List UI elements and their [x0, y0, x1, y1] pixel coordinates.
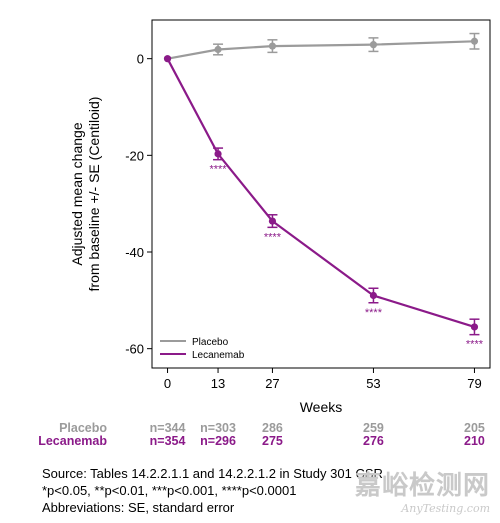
data-point [369, 41, 378, 49]
y-axis: 0 -20 -40 -60 Adjusted mean changefrom basel… [69, 52, 152, 357]
line-chart: 0 -20 -40 -60 Adjusted mean changefrom basel… [38, 19, 491, 448]
legend-label: Lecanemab [192, 350, 245, 361]
y-axis-title-line: Adjusted mean change [69, 122, 85, 265]
series-layer: **** **** **** **** [163, 32, 484, 351]
data-point [369, 291, 378, 300]
y-axis-title-line: from baseline +/- SE (Centiloid) [86, 97, 102, 292]
n-table-cell: n=344 [150, 421, 186, 435]
series-line [166, 58, 475, 328]
y-tick-label: 0 [137, 52, 144, 67]
plot-frame [151, 19, 491, 369]
watermark-url: AnyTesting.com [401, 502, 490, 515]
n-table-cell: 259 [363, 421, 384, 435]
n-table-row-label: Lecanemab [38, 434, 107, 448]
n-table-cell: 210 [464, 434, 485, 448]
y-tick-label: -40 [125, 245, 144, 260]
x-tick-label: 27 [265, 376, 279, 391]
n-table-row-label: Placebo [59, 421, 107, 435]
legend: Placebo Lecanemab [160, 337, 245, 361]
n-table-cell: n=354 [150, 434, 186, 448]
x-tick-label: 53 [366, 376, 380, 391]
data-point [214, 150, 222, 158]
data-point [470, 37, 479, 45]
n-table-cell: n=303 [200, 421, 236, 435]
significance-label: **** [209, 164, 227, 176]
watermark-logo-text: 嘉峪检测网 [354, 471, 490, 501]
y-tick-label: -20 [125, 148, 144, 163]
n-table-cell: 205 [464, 421, 485, 435]
significance-label: **** [365, 307, 383, 319]
y-axis-title: Adjusted mean changefrom baseline +/- SE… [69, 97, 102, 292]
footer: Source: Tables 14.2.2.1.1 and 14.2.2.1.2… [42, 465, 383, 516]
x-tick-label: 79 [467, 376, 481, 391]
n-table-cell: 286 [262, 421, 283, 435]
data-point [163, 55, 172, 63]
series-placebo [163, 32, 480, 63]
legend-label: Placebo [192, 337, 229, 348]
n-table-cell: n=296 [200, 434, 236, 448]
x-axis: 0 13 27 53 79 Weeks [164, 368, 482, 415]
source-note: Source: Tables 14.2.2.1.1 and 14.2.2.1.2… [42, 466, 383, 481]
data-point [214, 45, 222, 54]
abbreviations-note: Abbreviations: SE, standard error [42, 500, 235, 515]
y-tick-label: -60 [125, 342, 144, 357]
x-tick-label: 0 [164, 376, 171, 391]
n-table-cell: 275 [262, 434, 283, 448]
series-lecanemab: **** **** **** **** [163, 55, 484, 351]
n-at-risk-table: Placebo n=344 n=303 286 259 205 Lecanemab n=354… [38, 421, 485, 448]
data-point [268, 42, 277, 50]
n-table-cell: 276 [363, 434, 384, 448]
data-point [470, 323, 479, 331]
x-axis-title: Weeks [300, 399, 343, 415]
plot-border [151, 19, 491, 369]
watermark: 嘉峪检测网 AnyTesting.com [355, 465, 490, 515]
x-tick-label: 13 [211, 376, 225, 391]
significance-label: **** [264, 231, 282, 243]
pvalue-note: *p<0.05, **p<0.01, ***p<0.001, ****p<0.0… [42, 483, 297, 498]
significance-label: **** [466, 339, 484, 351]
data-point [268, 217, 277, 225]
